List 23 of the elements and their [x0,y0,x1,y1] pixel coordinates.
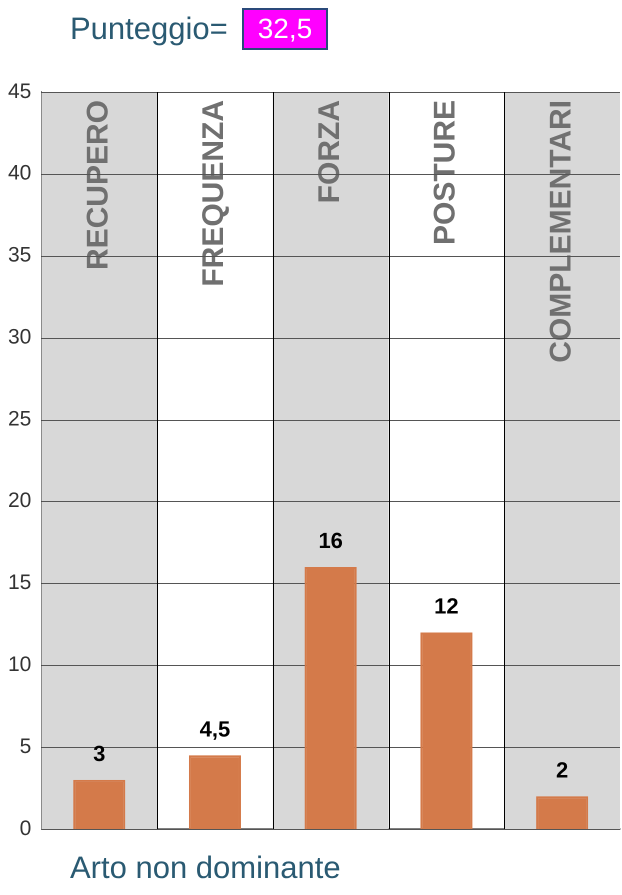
y-tick-label: 40 [8,162,32,185]
data-label: 12 [434,594,459,619]
y-tick-label: 10 [8,653,32,676]
x-tick-label: RECUPERO [81,100,114,270]
y-tick-label: 25 [8,407,32,430]
text: 32,5 [242,8,328,50]
data-label: 2 [556,757,568,782]
x-tick-label: FREQUENZA [197,100,230,287]
chart-title: Punteggio= [70,11,228,47]
x-tick-label: POSTURE [428,100,462,246]
data-label: 16 [318,528,343,554]
y-tick-label: 0 [20,816,32,840]
y-tick-label: 45 [8,80,32,103]
y-tick-label: 30 [8,325,32,348]
y-tick-label: 5 [20,734,32,758]
data-label: 3 [93,740,106,766]
y-tick-label: 35 [8,244,32,267]
y-tick-label: 20 [8,489,32,512]
y-tick-label: 15 [8,571,32,594]
data-label: 4,5 [200,716,230,742]
x-tick-label: COMPLEMENTARI [544,100,578,363]
x-axis-title: Arto non dominante [70,850,341,886]
x-tick-label: FORZA [312,100,346,204]
